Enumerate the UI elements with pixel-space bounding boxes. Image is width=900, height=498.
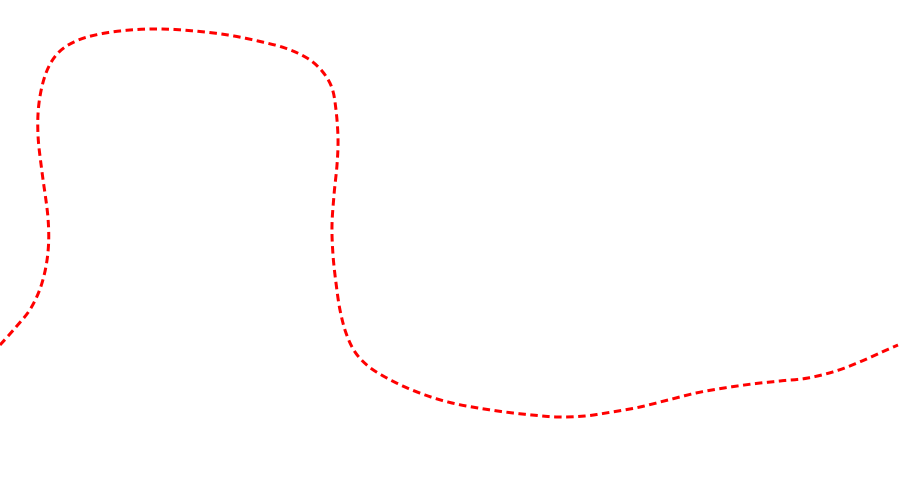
red-dashed-curve xyxy=(0,27,899,419)
